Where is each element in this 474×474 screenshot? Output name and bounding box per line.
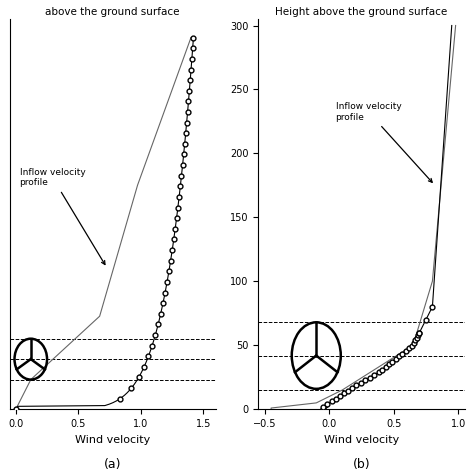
Title: above the ground surface: above the ground surface	[46, 7, 180, 17]
Text: (a): (a)	[104, 458, 121, 471]
Text: Inflow velocity
profile: Inflow velocity profile	[336, 102, 432, 182]
X-axis label: Wind velocity: Wind velocity	[75, 435, 150, 445]
Text: Inflow velocity
profile: Inflow velocity profile	[19, 168, 105, 264]
Title: Height above the ground surface: Height above the ground surface	[275, 7, 447, 17]
X-axis label: Wind velocity: Wind velocity	[324, 435, 399, 445]
Text: (b): (b)	[353, 458, 370, 471]
